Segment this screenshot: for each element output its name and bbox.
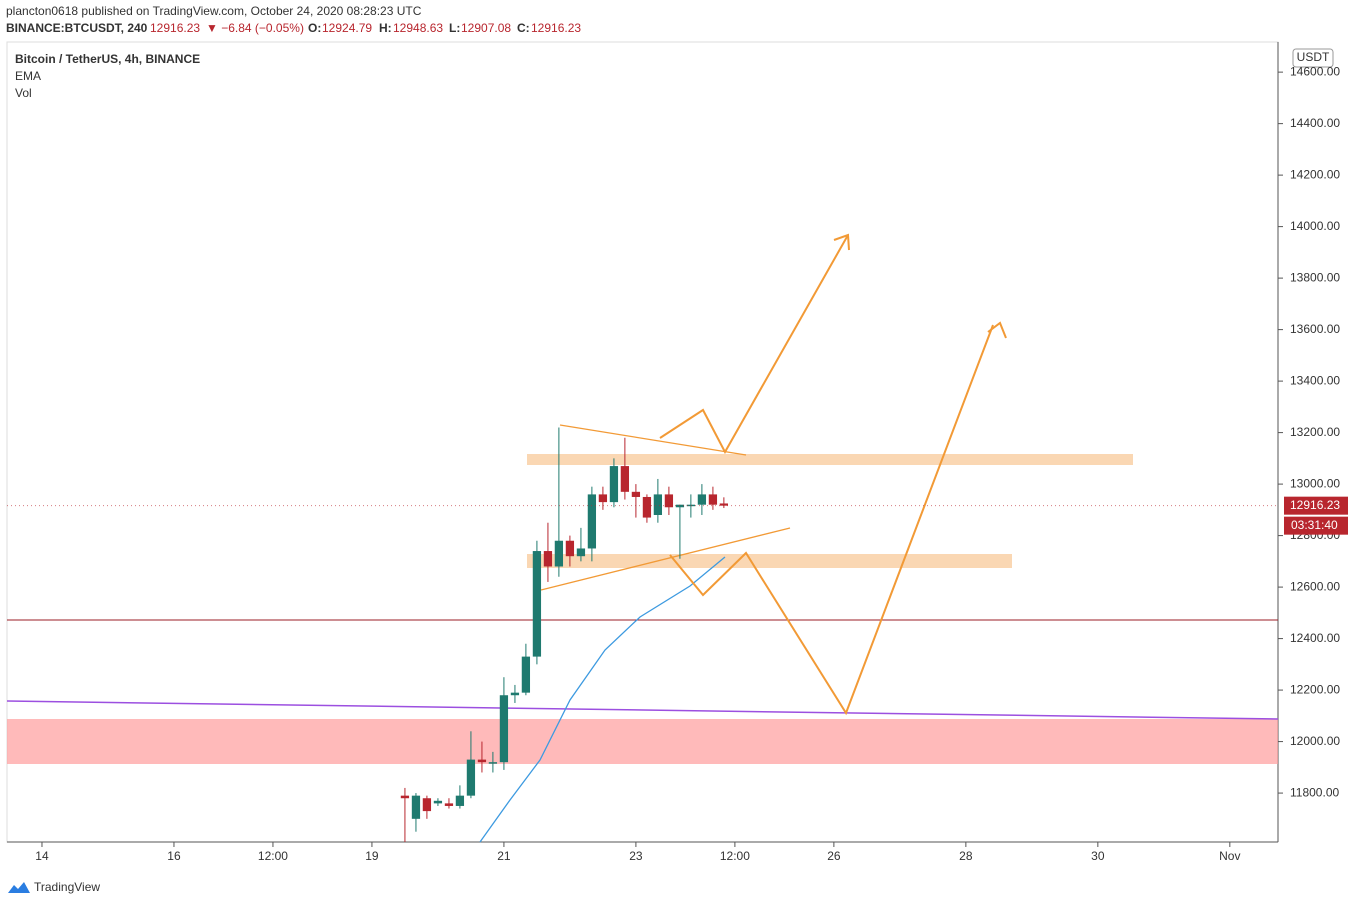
candle-body bbox=[686, 504, 696, 507]
candle-body bbox=[642, 496, 652, 518]
y-tick-label: 12000.00 bbox=[1290, 734, 1340, 748]
x-tick-label: 14 bbox=[35, 849, 49, 863]
candle-body bbox=[697, 494, 707, 505]
y-tick-label: 13400.00 bbox=[1290, 373, 1340, 387]
y-tick-label: 13200.00 bbox=[1290, 425, 1340, 439]
countdown-tag bbox=[1284, 516, 1348, 535]
triangle-upper bbox=[559, 424, 747, 456]
brand: TradingView bbox=[34, 880, 100, 894]
close-value: 12916.23 bbox=[531, 21, 581, 35]
price-tag bbox=[1284, 496, 1348, 515]
candle-body bbox=[433, 800, 443, 804]
x-tick-label: Nov bbox=[1219, 849, 1240, 863]
triangle-lower bbox=[540, 527, 791, 591]
candle-body bbox=[565, 540, 575, 557]
candle-body bbox=[411, 795, 421, 819]
low-value: 12907.08 bbox=[461, 21, 511, 35]
c-label: C: bbox=[517, 21, 530, 35]
y-tick-label: 12200.00 bbox=[1290, 682, 1340, 696]
support-zone bbox=[7, 719, 1278, 764]
y-tick-label: 12600.00 bbox=[1290, 579, 1340, 593]
candle-body bbox=[422, 798, 432, 812]
published-line: plancton0618 published on TradingView.co… bbox=[6, 4, 422, 18]
y-tick-label: 13600.00 bbox=[1290, 322, 1340, 336]
candle-body bbox=[466, 759, 476, 796]
candle-body bbox=[444, 803, 454, 806]
x-tick-label: 30 bbox=[1091, 849, 1105, 863]
arrow-head bbox=[987, 321, 1007, 339]
candle-body bbox=[477, 759, 487, 763]
drawings bbox=[6, 233, 1279, 843]
candle-body bbox=[719, 503, 729, 506]
h-label: H: bbox=[379, 21, 392, 35]
candle-body bbox=[587, 494, 597, 549]
x-tick-label: 12:00 bbox=[258, 849, 288, 863]
last-price: 12916.23 bbox=[150, 21, 200, 35]
candle-body bbox=[708, 494, 718, 505]
candle-body bbox=[488, 762, 498, 764]
x-tick-label: 19 bbox=[365, 849, 379, 863]
candle-body bbox=[455, 795, 465, 806]
legend-title: Bitcoin / TetherUS, 4h, BINANCE bbox=[15, 52, 200, 66]
x-tick-label: 12:00 bbox=[720, 849, 750, 863]
o-label: O: bbox=[308, 21, 321, 35]
y-tick-label: 13000.00 bbox=[1290, 476, 1340, 490]
x-tick-label: 28 bbox=[959, 849, 973, 863]
change: ▼ −6.84 (−0.05%) bbox=[206, 21, 304, 35]
candle-body bbox=[499, 695, 509, 763]
bear-then-bull-path bbox=[669, 324, 994, 716]
x-tick-label: 23 bbox=[629, 849, 643, 863]
x-tick-label: 26 bbox=[827, 849, 841, 863]
candle-body bbox=[510, 692, 520, 696]
x-tick-label: 21 bbox=[497, 849, 511, 863]
candle-body bbox=[521, 656, 531, 693]
brand-logo bbox=[8, 882, 30, 893]
bull-path bbox=[659, 234, 849, 455]
legend-indicator: EMA bbox=[15, 69, 41, 83]
candle-body bbox=[653, 494, 663, 515]
y-tick-label: 14000.00 bbox=[1290, 219, 1340, 233]
candle-body bbox=[609, 466, 619, 503]
currency-box bbox=[1292, 48, 1334, 68]
y-tick-label: 14200.00 bbox=[1290, 167, 1340, 181]
candle-body bbox=[598, 494, 608, 503]
candle-body bbox=[543, 551, 553, 567]
candle-body bbox=[554, 540, 564, 567]
candle-body bbox=[620, 466, 630, 492]
high-value: 12948.63 bbox=[393, 21, 443, 35]
y-tick-label: 13800.00 bbox=[1290, 270, 1340, 284]
ema-line bbox=[479, 556, 726, 843]
candle-body bbox=[631, 491, 641, 497]
price-tag-label: 12916.23 bbox=[1290, 498, 1340, 512]
candle-body bbox=[400, 795, 410, 799]
trend-line bbox=[6, 700, 1279, 720]
countdown-label: 03:31:40 bbox=[1291, 518, 1338, 532]
x-tick-label: 16 bbox=[167, 849, 181, 863]
y-tick-label: 14600.00 bbox=[1290, 64, 1340, 78]
candle-body bbox=[532, 551, 542, 657]
open-value: 12924.79 bbox=[322, 21, 372, 35]
y-tick-label: 12400.00 bbox=[1290, 631, 1340, 645]
l-label: L: bbox=[449, 21, 460, 35]
currency: USDT bbox=[1297, 50, 1330, 64]
legend-indicator: Vol bbox=[15, 86, 32, 100]
candle-body bbox=[664, 494, 674, 508]
arrow-head bbox=[833, 233, 850, 251]
resistance-zone bbox=[527, 454, 1133, 465]
y-tick-label: 14400.00 bbox=[1290, 116, 1340, 130]
mid-zone bbox=[527, 554, 1012, 568]
candle-body bbox=[576, 548, 586, 557]
symbol: BINANCE:BTCUSDT, 240 bbox=[6, 21, 148, 35]
y-tick-label: 11800.00 bbox=[1290, 785, 1339, 799]
